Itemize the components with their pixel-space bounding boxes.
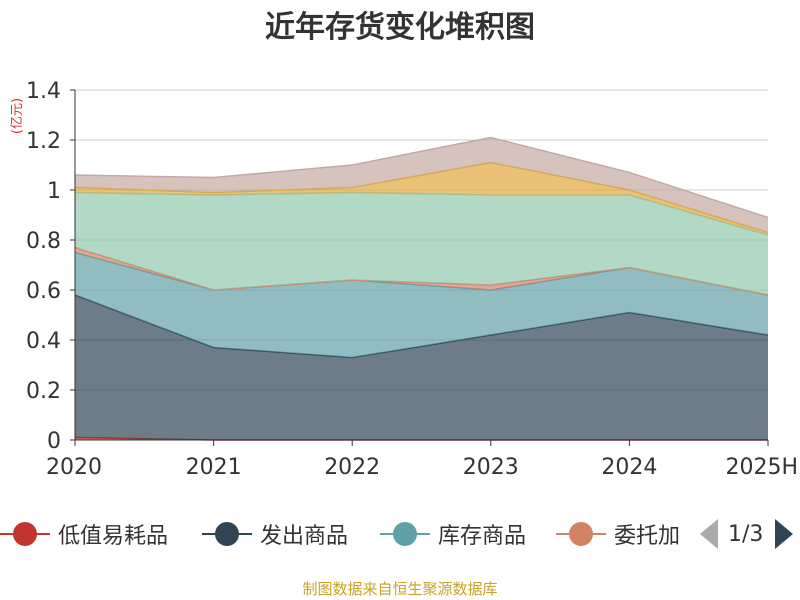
legend-item-low-value-consumables[interactable]: 低值易耗品 <box>0 516 168 552</box>
chart-title: 近年存货变化堆积图 <box>265 10 535 45</box>
area-series-2 <box>75 252 768 358</box>
series-line-6 <box>74 136 769 219</box>
x-tick-label: 2023 <box>463 455 519 480</box>
area-series-5 <box>75 162 768 235</box>
tick-labels: 0 0.2 0.4 0.6 0.8 1 1.2 1.4 2020 2021 2022 2023 2024… <box>26 79 798 480</box>
y-tick-label: 1 <box>47 179 61 204</box>
x-tick-label: 2022 <box>324 455 380 480</box>
y-tick-label: 0.6 <box>26 279 61 304</box>
axes <box>70 89 769 446</box>
legend-page-indicator: 1/3 <box>728 521 764 547</box>
x-tick-label: 2024 <box>601 455 657 480</box>
legend-swatch-icon <box>0 522 50 546</box>
x-tick-label: 2020 <box>46 455 102 480</box>
area-series <box>74 136 769 441</box>
legend: 低值易耗品 发出商品 库存商品 委托加 1/3 <box>0 516 800 552</box>
area-series-1 <box>75 295 768 440</box>
data-source-note: 制图数据来自恒生聚源数据库 <box>302 580 498 598</box>
stacked-area-chart: 0 0.2 0.4 0.6 0.8 1 1.2 1.4 2020 2021 2022 2023 2024… <box>26 79 798 480</box>
legend-pager: 1/3 <box>700 516 794 552</box>
legend-item-goods-issued[interactable]: 发出商品 <box>202 516 348 552</box>
y-tick-label: 0.8 <box>26 229 61 254</box>
legend-item-inventory-goods[interactable]: 库存商品 <box>380 516 526 552</box>
legend-label: 发出商品 <box>260 524 349 549</box>
chevron-right-icon[interactable] <box>775 519 794 549</box>
legend-label: 委托加 <box>614 524 681 549</box>
y-tick-label: 0.2 <box>26 379 61 404</box>
legend-swatch-icon <box>202 522 252 546</box>
x-tick-label: 2025H <box>725 455 798 480</box>
y-tick-label: 1.4 <box>26 79 61 104</box>
legend-item-consigned-processing[interactable]: 委托加 <box>556 516 680 552</box>
x-tick-label: 2021 <box>186 455 242 480</box>
area-series-4 <box>75 192 768 295</box>
legend-label: 低值易耗品 <box>58 524 169 549</box>
y-tick-label: 1.2 <box>26 129 61 154</box>
chevron-left-icon[interactable] <box>700 519 718 549</box>
y-tick-label: 0.4 <box>26 329 61 354</box>
legend-swatch-icon <box>556 522 606 546</box>
area-series-6 <box>75 137 768 233</box>
legend-swatch-icon <box>380 522 430 546</box>
legend-label: 库存商品 <box>438 524 527 549</box>
y-tick-label: 0 <box>47 429 61 454</box>
